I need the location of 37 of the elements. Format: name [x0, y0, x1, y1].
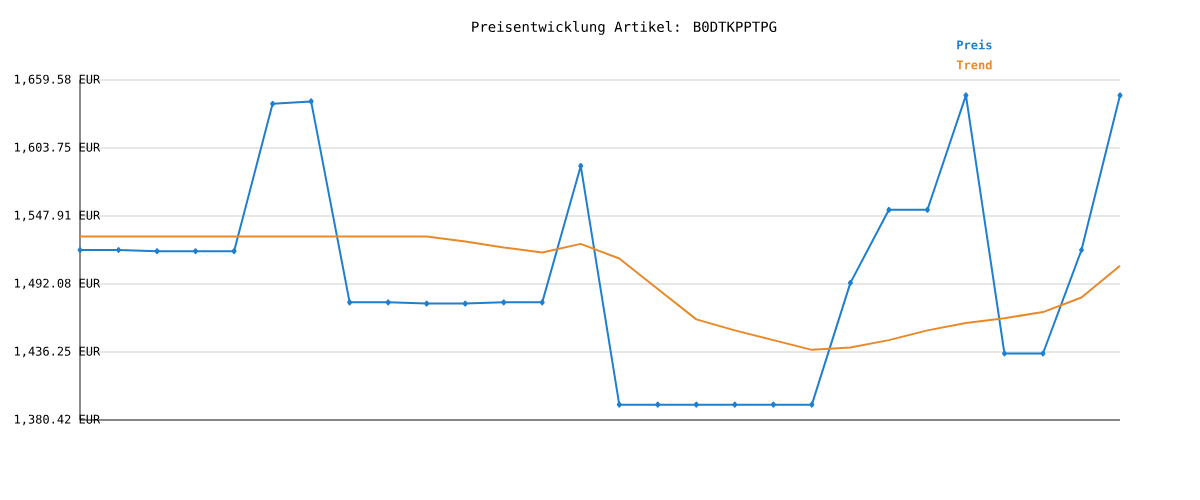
- point: [231, 248, 237, 255]
- point: [963, 92, 969, 99]
- point: [77, 246, 83, 253]
- point: [847, 279, 853, 286]
- y-tick-label: 1,603.75 EUR: [14, 142, 101, 154]
- point: [578, 162, 584, 169]
- y-tick-label: 1,492.08 EUR: [14, 278, 101, 290]
- point: [308, 98, 314, 105]
- point: [116, 246, 122, 253]
- point: [1001, 350, 1007, 357]
- point: [1040, 350, 1046, 357]
- y-tick-label: 1,547.91 EUR: [14, 210, 101, 222]
- point: [193, 248, 199, 255]
- point: [154, 248, 160, 255]
- point: [347, 299, 353, 306]
- point: [501, 299, 507, 306]
- chart-title: Preisentwicklung Artikel: B0DTKPPTPG: [472, 21, 777, 35]
- point: [1078, 246, 1084, 253]
- point: [616, 401, 622, 408]
- point: [270, 100, 276, 107]
- text: Preis: [957, 39, 992, 50]
- point: [539, 299, 545, 306]
- text: Trend: [956, 60, 992, 70]
- point: [886, 206, 892, 213]
- point: [770, 401, 776, 408]
- point: [1117, 92, 1123, 99]
- y-tick-label: 1,659.58 EUR: [14, 74, 101, 86]
- y-tick-label: 1,436.25 EUR: [14, 346, 101, 358]
- point: [924, 206, 930, 213]
- point: [655, 401, 661, 408]
- y-tick-label: 1,380.42 EUR: [14, 414, 101, 426]
- point: [385, 299, 391, 306]
- point: [809, 401, 815, 408]
- point: [693, 401, 699, 408]
- point: [732, 401, 738, 408]
- point: [462, 300, 468, 307]
- point: [424, 300, 430, 307]
